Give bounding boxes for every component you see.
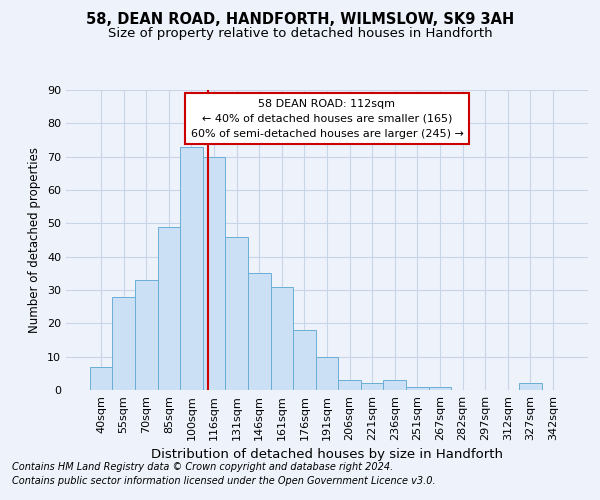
Bar [158,226,180,390]
Bar [226,236,248,390]
Text: 58 DEAN ROAD: 112sqm
← 40% of detached houses are smaller (165)
60% of semi-deta: 58 DEAN ROAD: 112sqm ← 40% of detached h… [191,99,463,138]
X-axis label: Distribution of detached houses by size in Handforth: Distribution of detached houses by size … [151,448,503,462]
Text: Size of property relative to detached houses in Handforth: Size of property relative to detached ho… [107,28,493,40]
Bar [383,380,406,390]
Bar [248,274,271,390]
Text: 58, DEAN ROAD, HANDFORTH, WILMSLOW, SK9 3AH: 58, DEAN ROAD, HANDFORTH, WILMSLOW, SK9 … [86,12,514,28]
Bar [316,356,338,390]
Bar [406,386,428,390]
Text: Contains HM Land Registry data © Crown copyright and database right 2024.: Contains HM Land Registry data © Crown c… [12,462,393,472]
Bar [203,156,226,390]
Bar [428,386,451,390]
Bar [338,380,361,390]
Bar [90,366,112,390]
Bar [180,146,203,390]
Bar [271,286,293,390]
Bar [112,296,135,390]
Y-axis label: Number of detached properties: Number of detached properties [28,147,41,333]
Bar [519,384,542,390]
Bar [293,330,316,390]
Bar [361,384,383,390]
Text: Contains public sector information licensed under the Open Government Licence v3: Contains public sector information licen… [12,476,436,486]
Bar [135,280,158,390]
